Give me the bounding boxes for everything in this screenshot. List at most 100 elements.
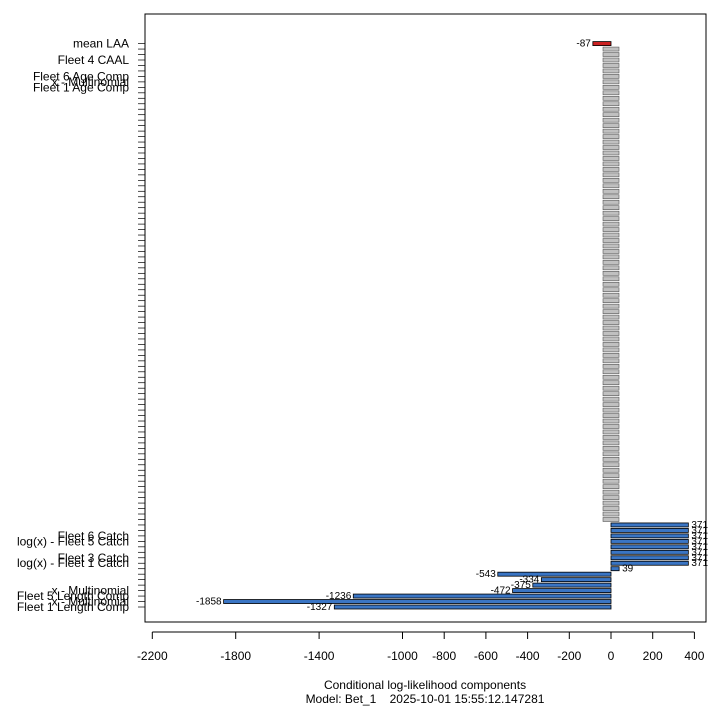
- zero-bar: [602, 238, 620, 243]
- zero-bar: [602, 429, 620, 435]
- zero-bar: [602, 227, 620, 232]
- y-tick-label: Fleet 1 Age Comp: [33, 80, 129, 94]
- zero-bar: [602, 342, 620, 347]
- zero-bar: [602, 287, 620, 293]
- y-tick-label: mean LAA: [73, 37, 129, 51]
- zero-bar: [602, 74, 620, 79]
- zero-bar: [602, 188, 620, 194]
- data-label: 371: [691, 553, 708, 564]
- data-label: -1236: [326, 591, 352, 602]
- y-tick-label: Fleet 6 Catch: [58, 529, 129, 543]
- zero-bar: [602, 265, 620, 271]
- zero-bar: [602, 440, 620, 446]
- bar: [610, 555, 689, 561]
- zero-bar: [602, 271, 620, 276]
- zero-bar: [602, 167, 620, 172]
- zero-bar: [602, 128, 620, 134]
- bar: [610, 566, 620, 572]
- x-tick-label: 400: [684, 649, 704, 663]
- bar: [512, 588, 612, 593]
- x-tick-label: -1800: [220, 649, 251, 663]
- zero-bar: [602, 52, 620, 57]
- data-label: -1327: [307, 602, 333, 613]
- zero-bar: [602, 161, 620, 167]
- x-tick-label: -1400: [304, 649, 335, 663]
- zero-bar: [602, 303, 620, 309]
- zero-bar: [602, 314, 620, 320]
- data-label: 39: [622, 564, 634, 575]
- bar: [610, 522, 689, 528]
- zero-bar: [602, 506, 620, 511]
- zero-bar: [602, 446, 620, 451]
- data-label: 371: [691, 536, 708, 547]
- zero-bar: [602, 517, 620, 522]
- zero-bar: [602, 424, 620, 429]
- bar: [610, 528, 689, 533]
- zero-bar: [602, 374, 620, 380]
- zero-bar: [602, 402, 620, 407]
- bar: [610, 538, 689, 544]
- zero-bar: [602, 178, 620, 183]
- zero-bar: [602, 385, 620, 391]
- zero-bar: [602, 281, 620, 287]
- model-subtitle: Model: Bet_1 2025-10-01 15:55:12.147281: [306, 692, 545, 706]
- zero-bar: [602, 358, 620, 364]
- y-tick-label: log(x) - Fleet 1 Catch: [17, 556, 129, 570]
- zero-bar: [602, 112, 620, 117]
- zero-bar: [602, 407, 620, 413]
- zero-bar: [602, 123, 620, 128]
- data-label: 371: [691, 558, 708, 569]
- x-axis: -2200 -1800 -1400 -1000 -800 -600 -400 -200 0 200…: [137, 631, 705, 663]
- zero-bar: [602, 79, 620, 85]
- data-label: 371: [691, 520, 708, 531]
- data-label: 371: [691, 525, 708, 536]
- zero-bar: [602, 369, 620, 375]
- data-label: 371: [691, 542, 708, 553]
- zero-bar: [602, 336, 620, 342]
- zero-bar: [602, 210, 620, 216]
- zero-bar: [602, 495, 620, 500]
- data-label: 371: [691, 547, 708, 558]
- zero-bar: [602, 183, 620, 189]
- y-tick-label: Fleet 3 Catch: [58, 551, 129, 565]
- zero-bar: [602, 145, 620, 150]
- zero-bar: [602, 90, 620, 96]
- x-tick-label: -2200: [137, 649, 168, 663]
- zero-bar: [602, 320, 620, 325]
- zero-bar: [602, 325, 620, 331]
- zero-bar: [602, 172, 620, 178]
- zero-bar: [602, 95, 620, 101]
- zero-bar: [602, 150, 620, 156]
- data-label: -1858: [196, 597, 222, 608]
- zero-bar: [602, 451, 620, 457]
- bar: [333, 604, 612, 610]
- bar: [497, 571, 612, 577]
- zero-bar: [602, 106, 620, 112]
- zero-bar: [602, 418, 620, 424]
- zero-bar: [602, 457, 620, 462]
- bar: [610, 544, 689, 550]
- x-tick-label: -1000: [387, 649, 418, 663]
- zero-bar: [602, 500, 620, 506]
- data-label: 371: [691, 531, 708, 542]
- bar: [610, 560, 689, 566]
- x-tick-label: -400: [516, 649, 540, 663]
- zero-bar: [602, 364, 620, 369]
- plot-frame: [144, 13, 707, 623]
- bar: [592, 41, 612, 46]
- zero-bar: [602, 462, 620, 468]
- zero-bar: [602, 63, 620, 68]
- zero-bar: [602, 232, 620, 238]
- data-label: -87: [576, 39, 591, 50]
- zero-bar: [602, 85, 620, 90]
- zero-bar: [602, 473, 620, 479]
- zero-bar: [602, 101, 620, 107]
- y-tick-label: Fleet 1 Length Comp: [17, 600, 129, 614]
- y-tick-label: Fleet 5 Length Comp: [17, 589, 129, 603]
- zero-bar: [602, 413, 620, 418]
- data-label: -472: [491, 586, 511, 597]
- zero-bar: [602, 292, 620, 298]
- data-label: -334: [519, 575, 539, 586]
